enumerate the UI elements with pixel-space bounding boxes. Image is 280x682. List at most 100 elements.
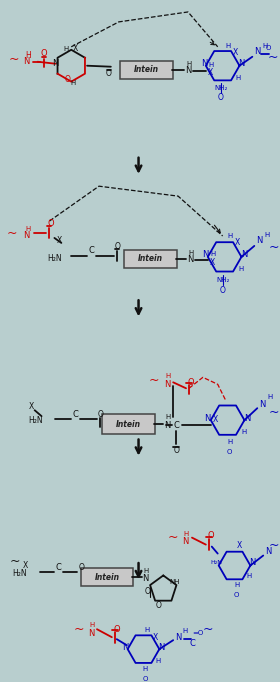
Text: N: N: [164, 421, 171, 430]
Text: O: O: [220, 286, 226, 295]
Text: N: N: [249, 558, 256, 567]
Text: N: N: [202, 250, 208, 259]
Text: H₂N: H₂N: [28, 415, 43, 425]
Text: H: H: [144, 569, 149, 574]
Text: C: C: [55, 563, 61, 572]
Text: H: H: [263, 43, 268, 49]
Text: X: X: [153, 633, 158, 642]
Text: H: H: [145, 627, 150, 633]
Text: N: N: [201, 59, 207, 68]
Text: H: H: [265, 232, 270, 238]
Text: N: N: [142, 574, 149, 583]
Text: O: O: [173, 445, 179, 454]
Text: H: H: [183, 531, 189, 537]
Text: N: N: [254, 47, 260, 57]
Text: N: N: [265, 547, 271, 556]
Text: N: N: [259, 400, 265, 409]
Text: C: C: [88, 246, 94, 255]
Text: X: X: [57, 237, 62, 246]
Text: Intein: Intein: [94, 573, 119, 582]
Text: X: X: [233, 48, 238, 57]
Text: H: H: [188, 250, 193, 256]
Text: H: H: [71, 80, 76, 86]
Text: O: O: [227, 449, 232, 455]
Text: N: N: [52, 59, 59, 68]
Text: O: O: [78, 563, 84, 572]
Text: N: N: [158, 642, 164, 651]
Text: O: O: [98, 410, 104, 419]
Text: O: O: [113, 625, 120, 634]
Text: N: N: [256, 237, 262, 246]
Text: ~: ~: [7, 226, 17, 239]
Text: X: X: [235, 239, 240, 248]
Text: O: O: [155, 601, 161, 610]
Text: X: X: [73, 44, 78, 53]
Text: X: X: [208, 68, 213, 77]
Text: O: O: [188, 378, 194, 387]
FancyBboxPatch shape: [124, 250, 177, 268]
Text: O: O: [234, 593, 239, 598]
Text: ~: ~: [10, 555, 20, 568]
Text: H: H: [89, 622, 95, 628]
Text: ~: ~: [9, 53, 19, 66]
Text: N: N: [244, 414, 251, 423]
Text: N: N: [88, 629, 94, 638]
Text: O: O: [207, 531, 214, 540]
Text: H: H: [64, 46, 69, 52]
Text: =O: =O: [192, 630, 204, 636]
Text: NH₂: NH₂: [216, 277, 229, 283]
Text: H: H: [236, 74, 241, 80]
Text: O: O: [106, 69, 112, 78]
FancyBboxPatch shape: [120, 61, 173, 78]
Text: O: O: [115, 242, 121, 252]
Text: O: O: [64, 75, 70, 84]
Text: H: H: [225, 43, 230, 49]
Text: H: H: [165, 414, 171, 420]
Text: H: H: [267, 394, 273, 400]
Text: ~: ~: [269, 241, 279, 254]
Text: H: H: [186, 61, 192, 67]
Text: Intein: Intein: [138, 254, 163, 263]
Text: ~: ~: [202, 623, 213, 636]
Text: H: H: [183, 628, 188, 634]
Text: H₂N: H₂N: [211, 560, 223, 565]
Text: X: X: [210, 258, 215, 267]
Text: X: X: [23, 561, 28, 570]
Text: C: C: [72, 410, 78, 419]
Text: N: N: [122, 642, 129, 651]
Text: N: N: [164, 380, 171, 389]
Text: N: N: [24, 57, 30, 66]
Text: O: O: [265, 45, 271, 50]
Text: H: H: [227, 233, 232, 239]
Text: N: N: [187, 255, 193, 265]
Text: ~: ~: [268, 51, 278, 64]
Text: H₂N: H₂N: [47, 254, 62, 263]
Text: H: H: [143, 666, 148, 672]
Text: C: C: [189, 638, 195, 648]
Text: ~: ~: [74, 623, 84, 636]
Text: O: O: [47, 218, 54, 228]
Text: H: H: [247, 574, 252, 580]
Text: H: H: [239, 266, 244, 272]
Text: ~: ~: [269, 539, 279, 552]
Text: H: H: [25, 226, 30, 232]
Text: H: H: [25, 51, 31, 60]
Text: N: N: [175, 633, 181, 642]
Text: NH: NH: [169, 580, 179, 585]
Text: C: C: [173, 421, 179, 430]
Text: X: X: [213, 415, 218, 424]
Text: H: H: [210, 251, 215, 257]
Text: H: H: [156, 658, 161, 664]
Text: H₂N: H₂N: [13, 569, 27, 578]
Text: O: O: [144, 587, 150, 596]
Text: N: N: [238, 59, 245, 68]
FancyBboxPatch shape: [81, 569, 133, 587]
Text: X: X: [237, 541, 242, 550]
Text: ~: ~: [269, 406, 279, 419]
Text: X: X: [29, 402, 34, 411]
Text: N: N: [182, 537, 188, 546]
Text: H: H: [242, 429, 247, 435]
Text: H: H: [208, 61, 213, 68]
Text: N: N: [241, 250, 248, 259]
Text: O: O: [218, 93, 224, 102]
